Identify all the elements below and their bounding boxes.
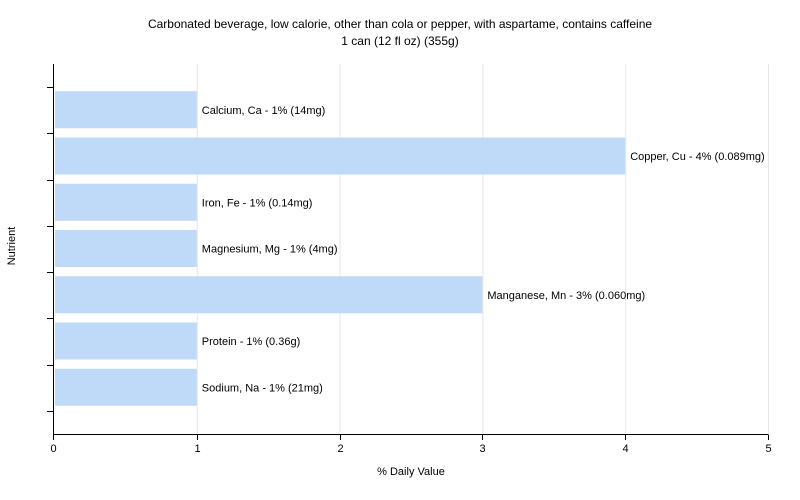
y-axis-label: Nutrient	[6, 226, 18, 266]
data-label: Protein - 1% (0.36g)	[202, 336, 300, 348]
bar	[55, 137, 626, 175]
bar	[55, 230, 197, 267]
data-label: Magnesium, Mg - 1% (4mg)	[202, 244, 338, 256]
data-label: Manganese, Mn - 3% (0.060mg)	[487, 290, 645, 302]
chart-title: Carbonated beverage, low calorie, other …	[147, 17, 653, 31]
chart-subtitle: 1 can (12 fl oz) (355g)	[341, 34, 459, 48]
x-axis-label: % Daily Value	[377, 466, 445, 478]
x-tick-label: 5	[765, 443, 771, 455]
x-tick-label: 1	[194, 443, 200, 455]
data-label: Sodium, Na - 1% (21mg)	[202, 382, 323, 394]
bar	[55, 91, 197, 129]
x-tick-label: 2	[337, 443, 343, 455]
bar	[55, 368, 197, 406]
data-label: Iron, Fe - 1% (0.14mg)	[202, 197, 313, 209]
x-tick-label: 3	[479, 443, 485, 455]
bar	[55, 322, 197, 360]
x-tick-label: 0	[50, 443, 56, 455]
data-label: Copper, Cu - 4% (0.089mg)	[630, 151, 765, 163]
bar	[55, 276, 483, 314]
x-tick-label: 4	[622, 443, 628, 455]
bar	[55, 183, 197, 221]
data-label: Calcium, Ca - 1% (14mg)	[202, 105, 325, 117]
